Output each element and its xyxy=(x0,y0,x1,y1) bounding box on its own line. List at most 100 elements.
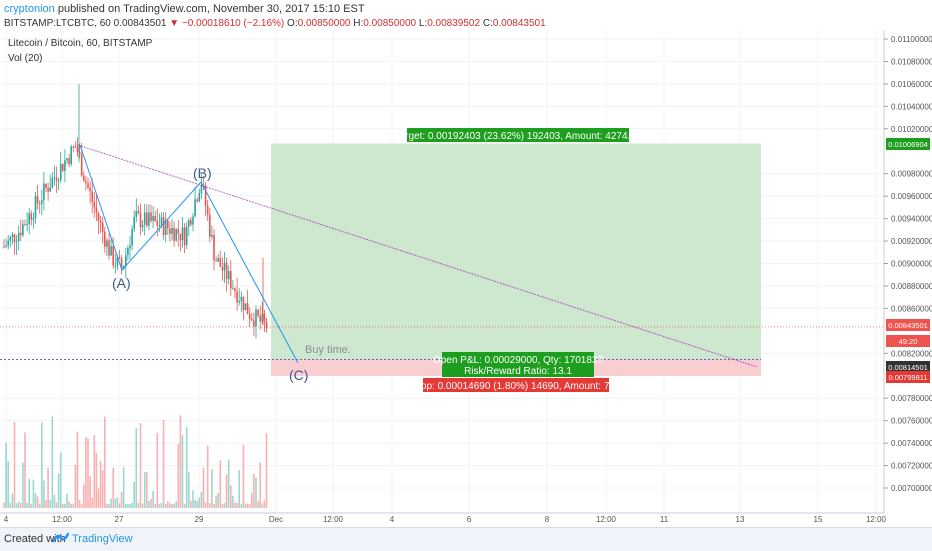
candle-body xyxy=(68,158,70,165)
candle-body xyxy=(253,320,255,327)
publish-info: cryptonion published on TradingView.com,… xyxy=(4,3,365,15)
candle-body xyxy=(101,222,104,232)
candle-body xyxy=(215,260,217,262)
candle-body xyxy=(183,227,186,245)
candle-body xyxy=(99,220,102,223)
candle-body xyxy=(114,265,117,267)
tradingview-link[interactable]: TradingView xyxy=(72,533,133,545)
candle-body xyxy=(51,177,54,188)
ohlc-line: BITSTAMP:LTCBTC, 60 0.00843501 ▼ −0.0001… xyxy=(4,18,546,29)
volume-bar xyxy=(110,498,112,508)
volume-bar xyxy=(227,459,230,508)
volume-bar xyxy=(188,472,190,508)
candle-body xyxy=(160,217,163,226)
candle-body xyxy=(64,160,66,171)
volume-bar xyxy=(66,493,68,508)
volume-indicator-label: Vol (20) xyxy=(8,53,42,64)
candle-body xyxy=(78,152,81,155)
candle-body xyxy=(104,231,106,247)
candle-body xyxy=(175,229,177,241)
chart-labels: Litecoin / Bitcoin, 60, BITSTAMP Vol (20… xyxy=(8,38,351,383)
volume-bar xyxy=(230,485,232,508)
candle-body xyxy=(206,205,209,215)
volume-bar xyxy=(20,502,22,508)
volume-bar xyxy=(185,427,188,508)
candle-body xyxy=(230,270,232,289)
volume-bar xyxy=(41,422,43,508)
candle-body xyxy=(217,258,219,262)
price-tick-label: 0.01040000 xyxy=(891,102,932,111)
volume-bar xyxy=(219,460,222,508)
candle-body xyxy=(9,236,12,241)
author-link[interactable]: cryptonion xyxy=(4,3,55,15)
candle-body xyxy=(83,175,85,182)
candle-body xyxy=(173,227,175,241)
volume-bar xyxy=(253,473,255,508)
chart-header: cryptonion published on TradingView.com,… xyxy=(0,0,932,32)
price-tick-label: 0.00980000 xyxy=(891,170,932,179)
volume-bar xyxy=(9,502,12,508)
candle-body xyxy=(93,201,96,208)
candle-body xyxy=(251,319,253,321)
volume-bar xyxy=(70,504,72,508)
candle-body xyxy=(53,177,56,179)
time-tick-label: 4 xyxy=(4,515,9,524)
candle-body xyxy=(181,227,184,241)
candle-body xyxy=(3,246,5,248)
candle-body xyxy=(45,183,47,188)
candle-body xyxy=(158,225,161,227)
price-badges: 0.01006904 0.00843501 49:20 0.008145010.007… xyxy=(886,138,930,383)
volume-bar xyxy=(118,503,121,508)
stop-box xyxy=(423,378,609,392)
volume-bar xyxy=(89,475,91,508)
volume-bar xyxy=(131,502,133,508)
volume-bar xyxy=(139,423,142,508)
volume-bar xyxy=(255,477,257,508)
volume-bar xyxy=(257,500,259,508)
volume-bar xyxy=(76,431,79,508)
chart-area[interactable]: 0.01100000 0.01080000 0.01060000 0.01040000… xyxy=(0,30,932,527)
time-tick-label: 13 xyxy=(736,515,745,524)
volume-bar xyxy=(175,501,177,508)
price-chart[interactable]: 0.01100000 0.01080000 0.01060000 0.01040000… xyxy=(0,30,932,527)
close-value: 0.00843501 xyxy=(492,18,546,29)
price-tick-label: 0.00700000 xyxy=(891,484,932,493)
symbol-label: BITSTAMP:LTCBTC, 60 xyxy=(4,18,111,29)
candle-body xyxy=(259,315,261,322)
tradingview-logo-icon[interactable] xyxy=(52,531,70,548)
wave-label-a: (A) xyxy=(112,275,131,291)
candle-body xyxy=(30,213,33,220)
price-tick-label: 0.00940000 xyxy=(891,215,932,224)
stop-text: Stop: 0.00014690 (1.80%) 14690, Amount: … xyxy=(411,381,620,392)
volume-bar xyxy=(72,503,75,508)
time-axis[interactable]: 4 12:00 27 29 Dec 12:00 4 6 8 12:00 11 13 15 12:00 xyxy=(4,515,887,524)
volume-bar xyxy=(217,492,219,508)
volume-bar xyxy=(45,499,47,508)
candle-body xyxy=(164,220,167,235)
candle-body xyxy=(13,234,16,243)
volume-bar xyxy=(93,435,96,508)
candle-body xyxy=(148,212,150,226)
time-tick-label: 15 xyxy=(814,515,823,524)
candle-body xyxy=(120,258,123,269)
price-axis[interactable]: 0.01100000 0.01080000 0.01060000 0.01040000… xyxy=(884,35,932,493)
wave-label-b: (B) xyxy=(193,165,212,181)
candle-body xyxy=(76,146,79,153)
candle-body xyxy=(188,220,190,227)
open-label: O: xyxy=(287,18,298,29)
candle-body xyxy=(179,233,182,241)
candle-body xyxy=(240,296,243,302)
wave-label-c: (C) xyxy=(289,367,308,383)
price-badge xyxy=(886,335,930,347)
volume-bar xyxy=(62,503,64,508)
chart-title: Litecoin / Bitcoin, 60, BITSTAMP xyxy=(8,38,153,49)
volume-bar xyxy=(202,467,205,508)
volume-bar xyxy=(116,497,119,508)
candle-body xyxy=(106,240,108,247)
low-label: L: xyxy=(418,18,428,29)
volume-bar xyxy=(129,503,131,508)
price-badge-label: 0.01006904 xyxy=(888,140,928,149)
buy-time-note: Buy time. xyxy=(305,344,351,356)
volume-bar xyxy=(171,503,173,508)
volume-bar xyxy=(135,427,138,508)
